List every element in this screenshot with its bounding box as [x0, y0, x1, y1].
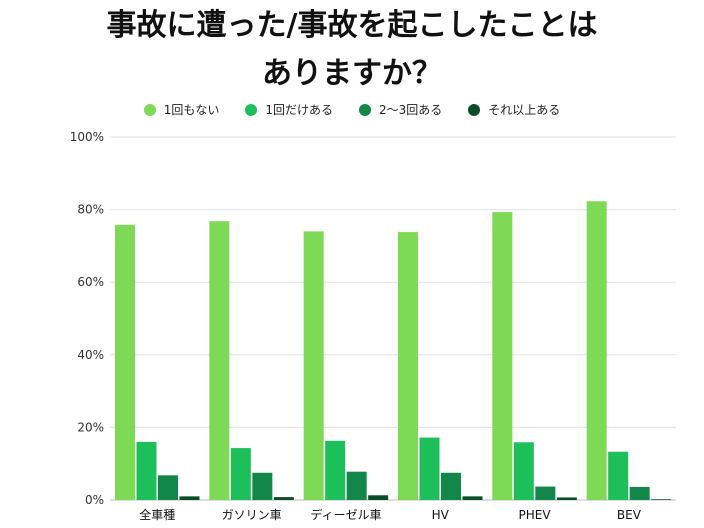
x-category-label: 全車種 [139, 507, 175, 522]
bar-2-series-1 [209, 221, 230, 500]
bar-4-series-2 [419, 437, 440, 500]
bar-2-series-2 [230, 448, 251, 500]
legend-label-series-4: それ以上ある [488, 103, 561, 117]
legend-item-series-2: 1回だけある [245, 101, 333, 118]
y-tick-label: 80% [77, 203, 104, 217]
bar-6-series-1 [586, 201, 607, 500]
legend-label-series-1: 1回もない [163, 103, 220, 117]
bar-4-series-3 [441, 472, 461, 500]
legend: 1回もない 1回だけある 2〜3回ある それ以上ある [0, 101, 704, 118]
legend-label-series-3: 2〜3回ある [378, 103, 443, 117]
y-tick-label: 0% [85, 493, 104, 507]
y-tick-label: 20% [77, 420, 104, 434]
x-category-label: BEV [617, 508, 642, 522]
y-tick-label: 60% [77, 275, 104, 289]
x-category-label: HV [432, 508, 450, 522]
bar-1-series-1 [115, 224, 135, 500]
legend-item-series-3: 2〜3回ある [358, 101, 443, 118]
legend-swatch-series-2 [245, 103, 258, 116]
bar-4-series-4 [462, 496, 483, 500]
x-category-label: ガソリン車 [222, 508, 282, 522]
bar-5-series-2 [513, 442, 534, 500]
bar-5-series-3 [535, 486, 556, 500]
x-category-label: PHEV [519, 508, 552, 522]
bar-6-series-2 [608, 451, 629, 500]
bar-1-series-2 [136, 441, 157, 500]
y-tick-label: 100% [70, 130, 104, 144]
bar-1-series-4 [179, 496, 200, 500]
bar-2-series-4 [273, 497, 294, 500]
legend-swatch-series-4 [468, 103, 481, 116]
bar-3-series-4 [368, 495, 389, 500]
legend-swatch-series-1 [143, 103, 156, 116]
legend-item-series-1: 1回もない [143, 101, 220, 118]
bar-4-series-1 [398, 232, 418, 500]
chart-title-line-2: ありますか？ [262, 56, 442, 91]
bar-2-series-3 [252, 472, 273, 500]
bar-3-series-3 [346, 471, 367, 500]
legend-swatch-series-3 [358, 103, 371, 116]
legend-item-series-4: それ以上ある [468, 101, 560, 118]
bar-5-series-1 [492, 212, 513, 501]
x-category-label: ディーゼル車 [310, 507, 381, 522]
bar-6-series-4 [651, 499, 672, 500]
chart-title-line-1: 事故に遭った/事故を起こしたことは [106, 8, 598, 43]
y-tick-label: 40% [77, 348, 104, 362]
bar-5-series-4 [556, 497, 577, 500]
bar-3-series-1 [303, 231, 324, 500]
bar-1-series-3 [158, 475, 178, 500]
bar-6-series-3 [629, 486, 650, 500]
bar-3-series-2 [325, 440, 346, 500]
legend-label-series-2: 1回だけある [265, 103, 333, 117]
